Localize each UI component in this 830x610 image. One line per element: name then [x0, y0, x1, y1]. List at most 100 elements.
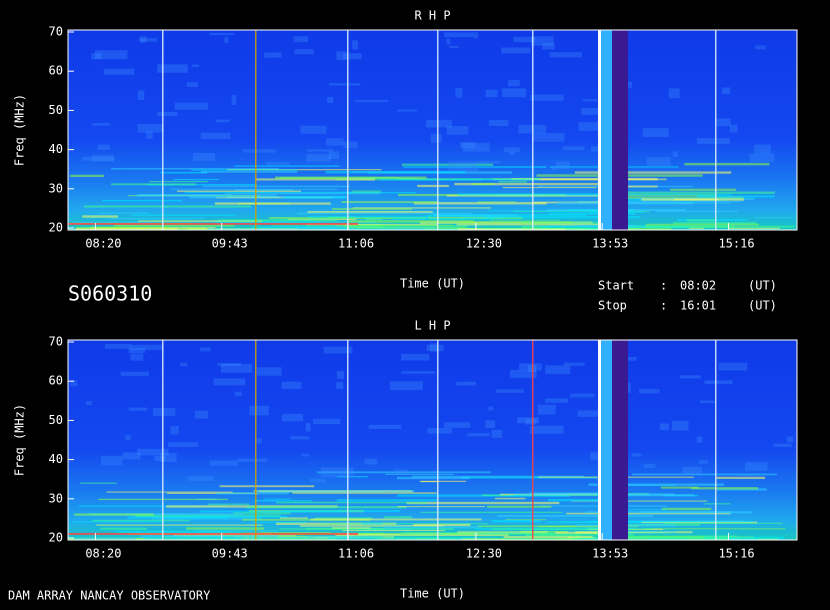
texture: [284, 196, 346, 199]
texture: [444, 422, 471, 428]
texture: [577, 200, 741, 203]
texture: [68, 532, 358, 535]
texture: [501, 88, 527, 98]
texture: [305, 422, 311, 432]
texture: [586, 520, 754, 523]
texture: [252, 521, 307, 523]
texture: [537, 404, 556, 415]
texture: [342, 530, 445, 532]
texture: [255, 178, 376, 181]
texture: [501, 47, 531, 54]
texture: [227, 169, 382, 171]
texture: [352, 207, 492, 209]
texture: [644, 528, 786, 530]
texture: [75, 227, 179, 231]
texture: [773, 443, 792, 447]
texture: [403, 166, 547, 168]
y-tick-label: 20: [49, 221, 63, 235]
texture: [413, 523, 471, 527]
texture: [104, 344, 132, 349]
texture: [625, 185, 658, 188]
texture: [718, 362, 748, 371]
x-tick-label: 09:43: [212, 237, 248, 251]
texture: [727, 227, 780, 229]
texture: [420, 511, 562, 513]
texture: [601, 340, 612, 540]
texture: [507, 495, 569, 497]
texture: [336, 51, 347, 61]
texture: [491, 528, 653, 530]
texture: [347, 220, 475, 223]
texture: [383, 516, 412, 519]
texture: [113, 224, 235, 227]
texture: [517, 417, 540, 424]
texture: [92, 123, 111, 126]
texture: [513, 493, 675, 496]
texture: [94, 50, 128, 60]
texture: [427, 427, 452, 434]
texture: [645, 225, 795, 228]
texture: [253, 500, 312, 502]
texture: [462, 142, 490, 152]
texture: [255, 340, 257, 540]
texture: [430, 343, 438, 352]
texture: [143, 537, 243, 540]
texture: [486, 505, 552, 508]
texture: [467, 433, 490, 437]
y-axis-label: Freq (MHz): [13, 404, 27, 476]
texture: [217, 219, 338, 222]
texture: [641, 521, 757, 524]
texture: [168, 442, 199, 447]
texture: [100, 455, 123, 466]
texture: [394, 469, 408, 475]
x-tick-label: 09:43: [212, 547, 248, 561]
texture: [433, 214, 519, 217]
texture: [146, 131, 153, 139]
texture: [128, 348, 146, 354]
texture: [149, 180, 209, 183]
stop-time: 16:01: [680, 299, 716, 313]
texture: [697, 195, 775, 198]
texture: [233, 512, 291, 515]
texture: [643, 463, 656, 469]
texture: [88, 513, 244, 516]
texture: [120, 371, 149, 376]
texture: [306, 223, 438, 226]
texture: [455, 88, 463, 98]
start-label: Start: [598, 279, 634, 293]
spectrum: [68, 30, 797, 231]
texture: [275, 501, 427, 504]
texture: [215, 119, 230, 123]
texture: [503, 147, 520, 153]
texture: [347, 192, 416, 194]
texture: [135, 194, 277, 197]
texture: [234, 189, 294, 191]
texture: [237, 458, 268, 463]
texture: [219, 485, 315, 488]
texture: [646, 157, 671, 166]
texture: [111, 168, 279, 170]
texture: [491, 520, 541, 523]
texture: [157, 64, 188, 73]
texture: [437, 30, 439, 230]
footer: DAM ARRAY NANCAY OBSERVATORY: [8, 589, 211, 603]
texture: [502, 186, 597, 189]
texture: [569, 393, 595, 398]
texture: [755, 45, 766, 50]
texture: [574, 171, 732, 174]
texture: [486, 215, 640, 219]
texture: [310, 518, 482, 521]
texture: [509, 369, 537, 378]
texture: [460, 142, 476, 149]
texture: [207, 503, 250, 505]
texture: [687, 219, 715, 222]
texture: [187, 475, 214, 481]
texture: [194, 410, 209, 419]
texture: [332, 208, 412, 210]
texture: [426, 344, 444, 352]
texture: [306, 154, 331, 162]
texture: [632, 473, 777, 476]
texture: [430, 133, 442, 143]
y-tick-label: 50: [49, 103, 63, 117]
texture: [128, 407, 148, 411]
